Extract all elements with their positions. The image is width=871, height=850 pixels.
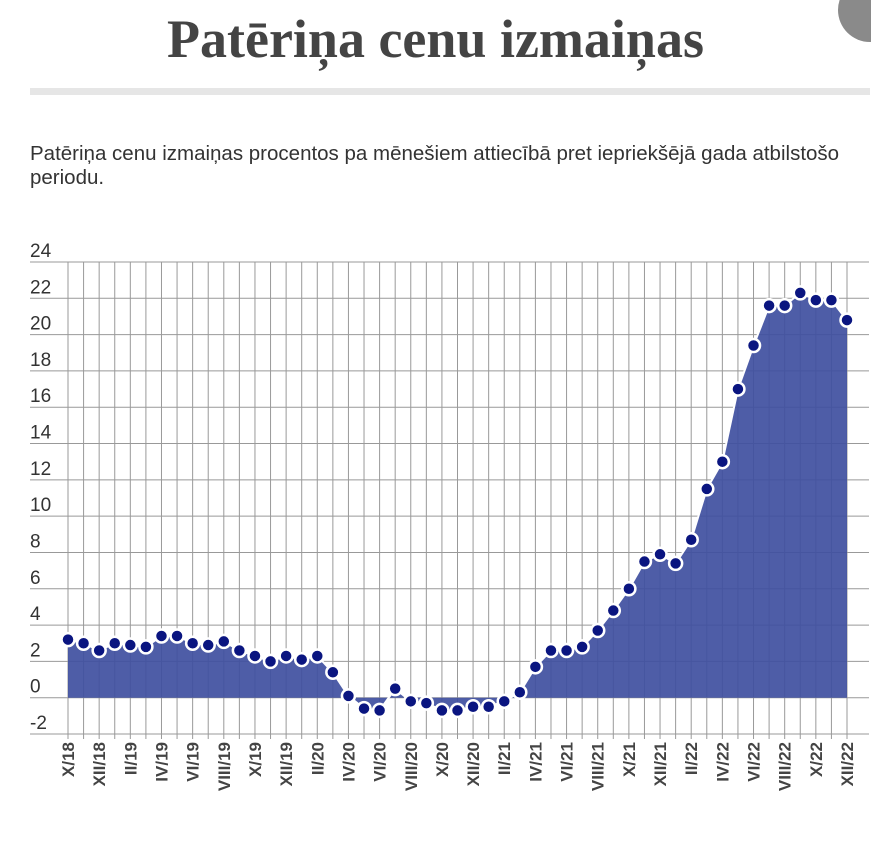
y-tick-label: 8 <box>30 531 41 552</box>
data-point <box>403 693 419 710</box>
x-tick-label: II/21 <box>495 742 514 775</box>
x-tick-label: XII/22 <box>838 742 857 786</box>
x-tick-label: II/20 <box>308 742 327 775</box>
data-point <box>496 693 512 710</box>
data-point <box>216 633 232 650</box>
data-point <box>340 688 357 704</box>
y-tick-label: -2 <box>30 713 47 734</box>
data-point <box>699 481 715 497</box>
data-point <box>823 292 840 308</box>
x-tick-label: VI/20 <box>371 742 390 782</box>
data-point <box>543 642 559 659</box>
page-title: Patēriņa cenu izmaiņas <box>167 9 704 69</box>
chart-subtitle: Patēriņa cenu izmaiņas procentos pa mēne… <box>30 142 840 189</box>
data-point <box>480 699 497 715</box>
data-point <box>792 285 809 301</box>
y-tick-label: 4 <box>30 604 41 625</box>
data-point <box>309 648 326 664</box>
x-tick-label: X/20 <box>433 742 452 777</box>
x-tick-label: XII/20 <box>464 742 483 786</box>
data-point <box>465 699 481 715</box>
x-tick-label: VI/22 <box>745 742 764 782</box>
data-point <box>512 684 528 700</box>
y-tick-label: 10 <box>30 495 51 516</box>
x-tick-label: VI/19 <box>184 742 203 782</box>
x-tick-label: XII/19 <box>277 742 296 786</box>
data-point <box>652 546 668 563</box>
data-point <box>247 648 263 664</box>
data-point <box>745 337 762 354</box>
y-tick-label: 2 <box>30 640 41 661</box>
x-tick-label: IV/20 <box>339 742 358 782</box>
data-point <box>714 453 731 470</box>
title-divider <box>30 88 870 95</box>
x-tick-label: X/19 <box>246 742 265 777</box>
y-tick-label: 14 <box>30 423 52 444</box>
data-point <box>122 637 139 653</box>
x-tick-label: XII/18 <box>90 742 109 786</box>
data-point <box>387 680 403 697</box>
y-tick-label: 18 <box>30 350 51 371</box>
y-tick-label: 22 <box>30 277 51 298</box>
data-point <box>262 653 279 670</box>
x-tick-label: IV/21 <box>526 742 545 782</box>
data-point <box>371 702 388 719</box>
y-tick-label: 16 <box>30 386 51 407</box>
data-point <box>808 292 824 308</box>
data-point <box>278 648 294 664</box>
x-tick-label: VIII/19 <box>215 742 234 791</box>
data-point <box>231 642 248 659</box>
x-tick-label: X/21 <box>620 742 639 777</box>
data-point <box>418 695 435 711</box>
data-point <box>434 702 450 719</box>
data-point <box>636 553 653 570</box>
area-fill <box>68 292 847 711</box>
data-point <box>776 297 793 314</box>
x-tick-label: VI/21 <box>558 742 577 782</box>
data-point <box>325 664 341 681</box>
data-point <box>449 702 466 719</box>
data-point <box>169 628 185 644</box>
data-point <box>91 642 107 659</box>
x-tick-label: VIII/22 <box>776 742 795 791</box>
data-point <box>730 381 746 397</box>
x-tick-label: X/18 <box>59 742 78 777</box>
data-point <box>574 639 590 655</box>
y-tick-label: 6 <box>30 568 41 589</box>
x-tick-label: II/22 <box>682 742 701 775</box>
x-tick-label: XII/21 <box>651 742 670 786</box>
data-point <box>75 635 92 651</box>
data-point <box>356 700 372 717</box>
data-point <box>589 622 606 639</box>
data-point <box>153 628 170 644</box>
data-point <box>605 602 622 619</box>
x-tick-label: VIII/20 <box>402 742 421 791</box>
y-tick-label: 12 <box>30 459 51 480</box>
data-point <box>184 635 201 651</box>
y-tick-label: 24 <box>30 241 52 262</box>
x-tick-label: VIII/21 <box>589 742 608 791</box>
data-point <box>839 312 855 328</box>
data-point <box>200 637 216 653</box>
data-point <box>60 631 76 648</box>
x-tick-label: IV/19 <box>152 742 171 782</box>
y-tick-label: 20 <box>30 314 51 335</box>
data-point <box>621 581 637 597</box>
data-point <box>293 651 310 668</box>
data-point <box>667 555 684 572</box>
data-point <box>527 659 544 675</box>
data-point <box>761 297 777 314</box>
y-tick-label: 0 <box>30 677 41 698</box>
data-point <box>558 642 575 659</box>
data-point <box>106 635 123 651</box>
x-tick-label: IV/22 <box>713 742 732 782</box>
data-point <box>683 532 699 548</box>
data-point <box>138 639 154 655</box>
x-tick-label: II/19 <box>121 742 140 775</box>
x-tick-label: X/22 <box>807 742 826 777</box>
